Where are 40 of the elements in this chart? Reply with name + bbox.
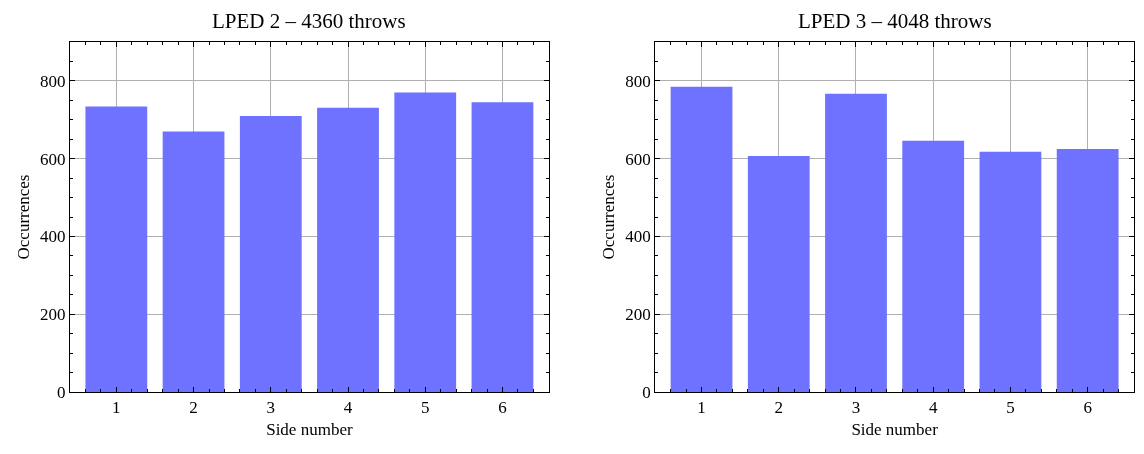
x-tick-label: 5 (420, 398, 430, 418)
x-axis-title: Side number (266, 419, 353, 439)
y-axis-title: Occurrences (598, 174, 618, 260)
bar (747, 155, 810, 392)
bar (979, 151, 1042, 392)
bar (902, 140, 965, 392)
x-axis-title: Side number (851, 419, 939, 439)
y-tick-label: 0 (642, 382, 651, 402)
bar (317, 107, 379, 392)
y-tick-label: 400 (40, 227, 66, 247)
x-tick-label: 3 (266, 398, 276, 418)
y-tick-label: 800 (40, 71, 66, 91)
x-tick-label: 2 (774, 398, 784, 418)
x-tick-label: 6 (498, 398, 507, 418)
y-tick-label: 400 (625, 227, 651, 247)
x-tick-label: 3 (851, 398, 861, 418)
x-tick-label: 4 (343, 398, 353, 418)
chart-title: LPED 3 – 4048 throws (798, 9, 992, 33)
bar (825, 93, 887, 392)
x-tick-label: 1 (697, 398, 706, 418)
x-tick-label: 1 (112, 398, 121, 418)
bar (1056, 148, 1119, 392)
bar (394, 92, 457, 392)
bar (85, 106, 148, 392)
bar (162, 131, 225, 392)
bar (670, 86, 733, 392)
x-tick-label: 4 (928, 398, 938, 418)
y-tick-label: 600 (625, 149, 651, 169)
y-tick-label: 200 (40, 305, 66, 325)
y-axis-title: Occurrences (13, 174, 33, 260)
chart-title: LPED 2 – 4360 throws (212, 9, 406, 33)
x-tick-label: 6 (1083, 398, 1092, 418)
y-tick-label: 0 (57, 382, 66, 402)
x-tick-label: 5 (1006, 398, 1015, 418)
bar (471, 102, 534, 392)
y-tick-label: 200 (625, 305, 651, 325)
x-tick-label: 2 (189, 398, 198, 418)
y-tick-label: 600 (40, 149, 66, 169)
bar (239, 115, 302, 392)
y-tick-label: 800 (625, 71, 651, 91)
